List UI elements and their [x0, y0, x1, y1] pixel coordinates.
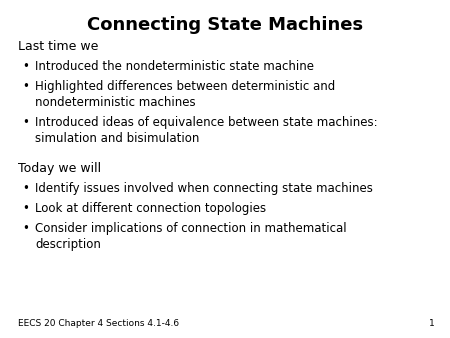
Text: EECS 20 Chapter 4 Sections 4.1-4.6: EECS 20 Chapter 4 Sections 4.1-4.6 [18, 319, 179, 328]
Text: •: • [22, 116, 29, 129]
Text: 1: 1 [429, 319, 435, 328]
Text: Look at different connection topologies: Look at different connection topologies [35, 202, 266, 215]
Text: Last time we: Last time we [18, 40, 99, 53]
Text: Identify issues involved when connecting state machines: Identify issues involved when connecting… [35, 182, 373, 195]
Text: Consider implications of connection in mathematical: Consider implications of connection in m… [35, 222, 347, 235]
Text: nondeterministic machines: nondeterministic machines [35, 96, 196, 109]
Text: Introduced ideas of equivalence between state machines:: Introduced ideas of equivalence between … [35, 116, 378, 129]
Text: •: • [22, 182, 29, 195]
Text: •: • [22, 80, 29, 93]
Text: •: • [22, 60, 29, 73]
Text: Introduced the nondeterministic state machine: Introduced the nondeterministic state ma… [35, 60, 314, 73]
Text: simulation and bisimulation: simulation and bisimulation [35, 132, 199, 145]
Text: •: • [22, 222, 29, 235]
Text: Highlighted differences between deterministic and: Highlighted differences between determin… [35, 80, 335, 93]
Text: description: description [35, 238, 101, 251]
Text: Today we will: Today we will [18, 162, 101, 175]
Text: Connecting State Machines: Connecting State Machines [87, 16, 363, 34]
Text: •: • [22, 202, 29, 215]
